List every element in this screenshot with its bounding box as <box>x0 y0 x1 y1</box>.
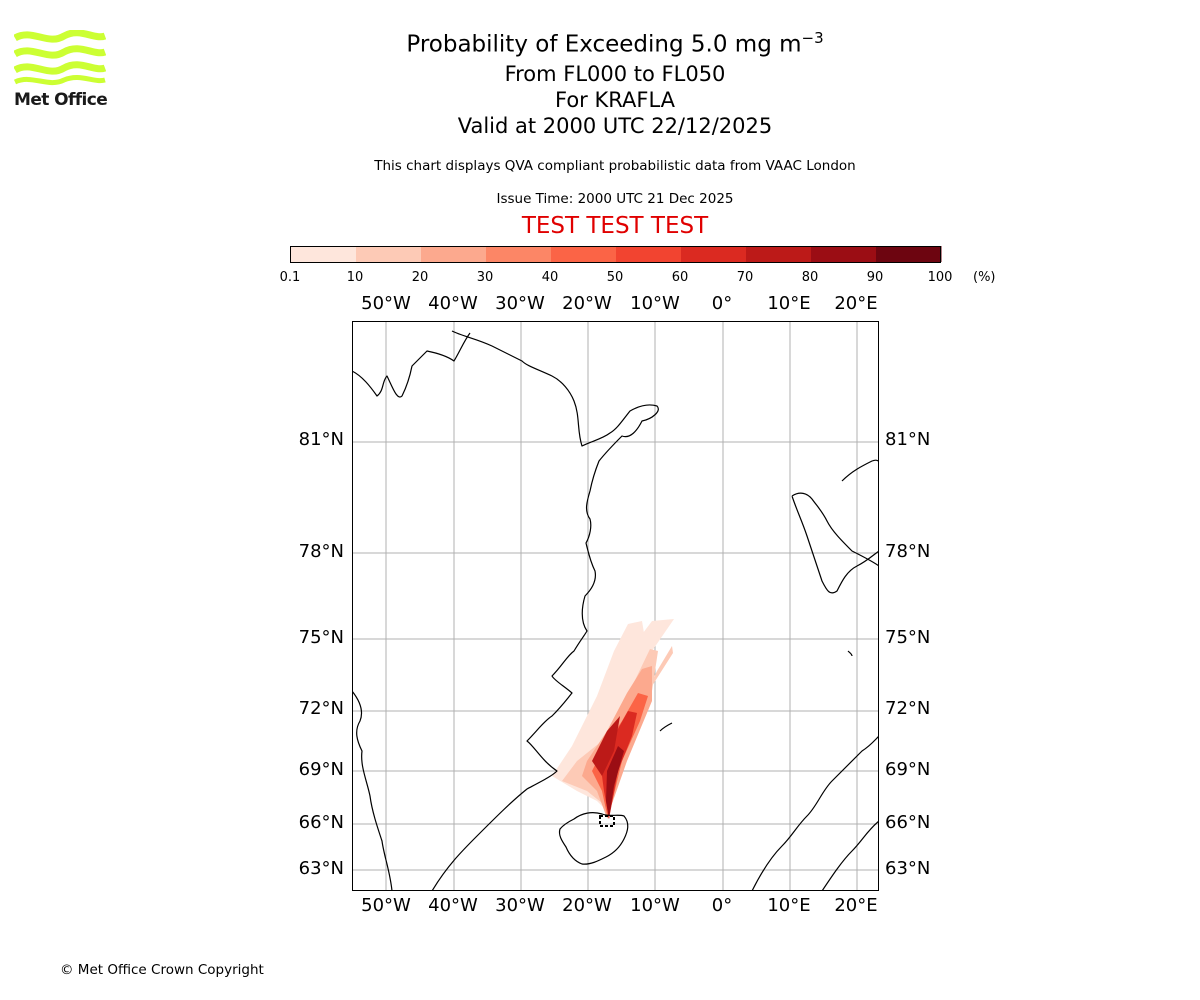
longitude-tick-label: 0° <box>711 293 733 314</box>
colorbar-segment <box>616 246 682 262</box>
longitude-tick-label: 40°W <box>428 895 478 916</box>
latitude-tick-label: 75°N <box>298 627 344 648</box>
colorbar-tick-label: 30 <box>476 270 494 285</box>
colorbar-segment <box>421 246 487 262</box>
longitude-tick-label: 50°W <box>361 293 411 314</box>
longitude-tick-label: 10°W <box>630 293 680 314</box>
colorbar-tick-label: 0.1 <box>279 270 301 285</box>
probability-map <box>352 321 879 891</box>
colorbar-unit: (%) <box>973 270 996 285</box>
latitude-tick-label: 66°N <box>298 812 344 833</box>
colorbar-tick-label: 60 <box>671 270 689 285</box>
longitude-tick-label: 10°E <box>767 895 811 916</box>
longitude-tick-label: 20°W <box>562 293 612 314</box>
met-office-waves-icon <box>14 30 106 86</box>
colorbar-segment <box>876 246 942 262</box>
volcano-marker <box>599 815 615 827</box>
map-frame <box>352 321 879 891</box>
longitude-tick-label: 40°W <box>428 293 478 314</box>
colorbar-frame <box>290 246 941 263</box>
title-block: Probability of Exceeding 5.0 mg m−3 From… <box>300 22 930 139</box>
colorbar-segment <box>486 246 552 262</box>
colorbar-segment <box>746 246 812 262</box>
latitude-tick-label: 63°N <box>298 858 344 879</box>
colorbar-tick-label: 20 <box>411 270 429 285</box>
latitude-tick-label: 81°N <box>885 429 931 450</box>
coastlines <box>352 330 878 890</box>
latitude-tick-label: 63°N <box>885 858 931 879</box>
longitude-tick-label: 0° <box>711 895 733 916</box>
latitude-tick-label: 72°N <box>885 698 931 719</box>
colorbar-tick-label: 90 <box>866 270 884 285</box>
graticule <box>352 321 878 890</box>
colorbar-segment <box>811 246 877 262</box>
latitude-tick-label: 75°N <box>885 627 931 648</box>
colorbar <box>290 246 942 263</box>
latitude-tick-label: 69°N <box>885 759 931 780</box>
chart-title: Probability of Exceeding 5.0 mg m−3 <box>406 29 824 58</box>
colorbar-segment <box>681 246 747 262</box>
colorbar-tick-label: 40 <box>541 270 559 285</box>
issue-time: Issue Time: 2000 UTC 21 Dec 2025 <box>496 191 734 207</box>
longitude-tick-label: 20°E <box>834 895 878 916</box>
longitude-tick-label: 10°E <box>767 293 811 314</box>
longitude-tick-label: 20°W <box>562 895 612 916</box>
colorbar-segment <box>551 246 617 262</box>
ash-probability-plume <box>552 619 674 819</box>
colorbar-tick-label: 70 <box>736 270 754 285</box>
latitude-tick-label: 66°N <box>885 812 931 833</box>
valid-time: Valid at 2000 UTC 22/12/2025 <box>457 113 773 138</box>
volcano-name: For KRAFLA <box>555 87 675 112</box>
latitude-tick-label: 78°N <box>885 541 931 562</box>
colorbar-tick-label: 100 <box>927 270 953 285</box>
flight-level-range: From FL000 to FL050 <box>504 61 726 86</box>
colorbar-segment <box>356 246 422 262</box>
colorbar-tick-label: 80 <box>801 270 819 285</box>
colorbar-tick-label: 10 <box>346 270 364 285</box>
chart-description: This chart displays QVA compliant probab… <box>374 158 856 174</box>
longitude-tick-label: 50°W <box>361 895 411 916</box>
latitude-tick-label: 81°N <box>298 429 344 450</box>
test-banner: TEST TEST TEST <box>521 213 709 239</box>
latitude-tick-label: 69°N <box>298 759 344 780</box>
latitude-tick-label: 72°N <box>298 698 344 719</box>
longitude-tick-label: 30°W <box>495 895 545 916</box>
longitude-tick-label: 10°W <box>630 895 680 916</box>
colorbar-tick-label: 50 <box>606 270 624 285</box>
longitude-tick-label: 30°W <box>495 293 545 314</box>
copyright-footer: © Met Office Crown Copyright <box>60 962 264 978</box>
colorbar-segment <box>291 246 357 262</box>
latitude-tick-label: 78°N <box>298 541 344 562</box>
longitude-tick-label: 20°E <box>834 293 878 314</box>
logo-text: Met Office <box>14 90 108 110</box>
